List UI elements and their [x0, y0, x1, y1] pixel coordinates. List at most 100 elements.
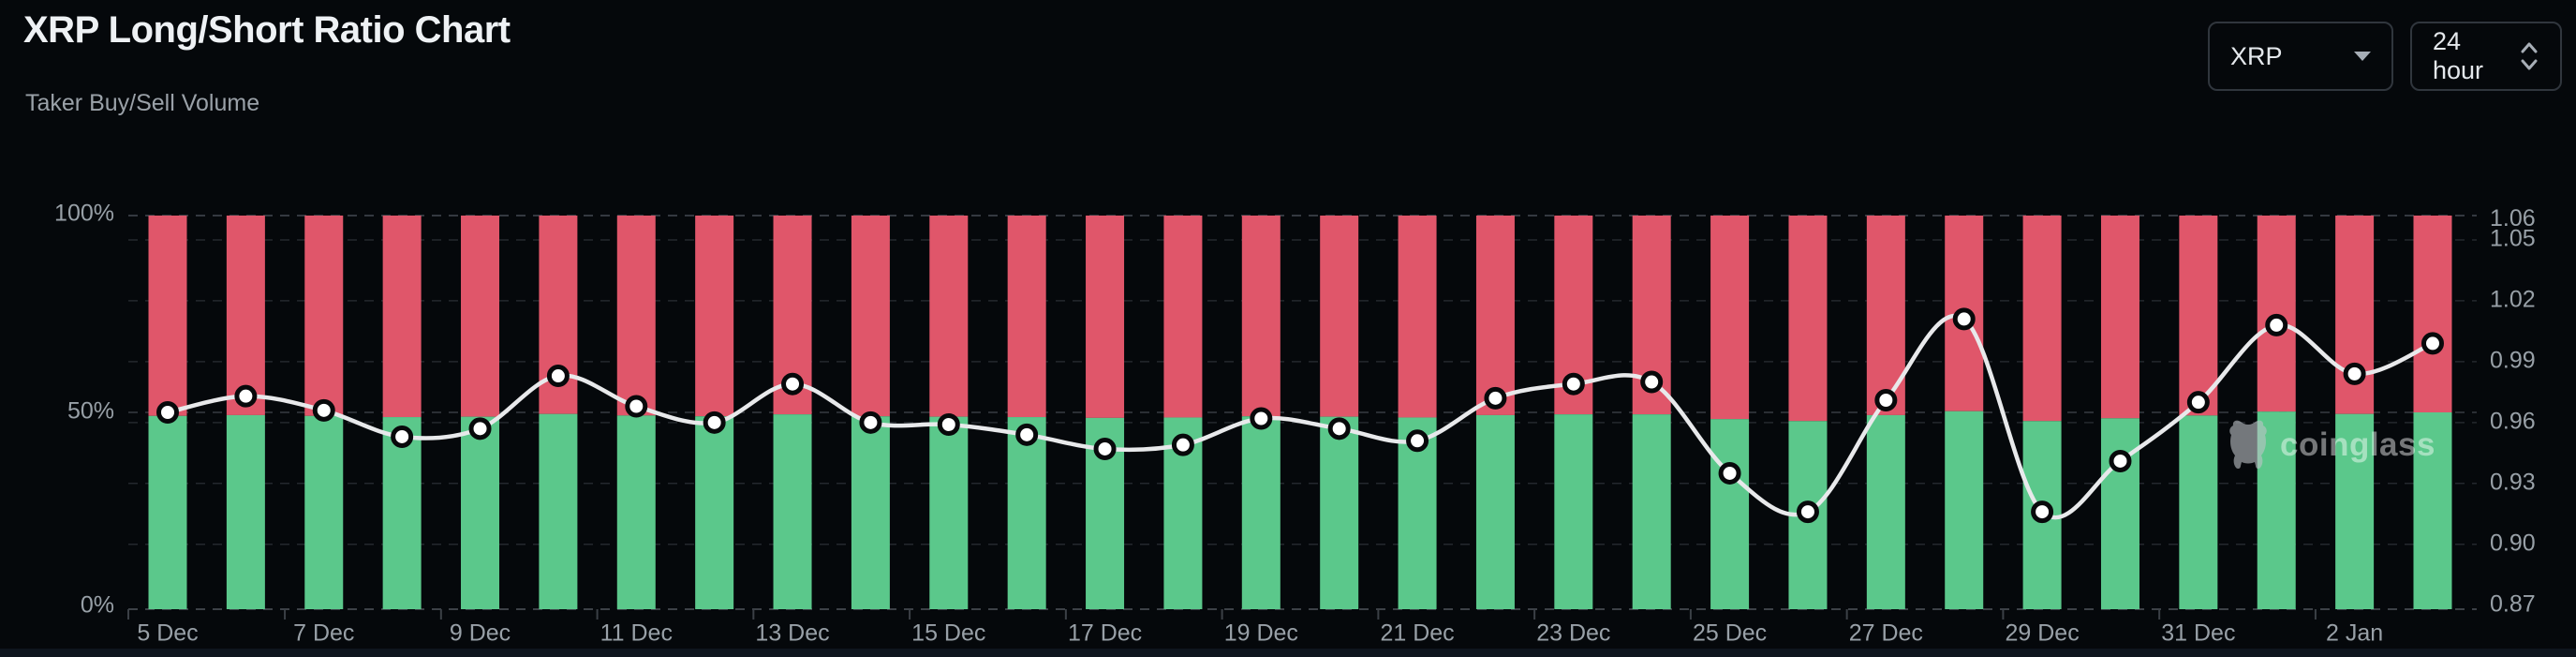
chart-subtitle: Taker Buy/Sell Volume — [25, 90, 260, 116]
buy-bar-segment — [539, 413, 578, 609]
data-point — [703, 411, 726, 434]
interval-select[interactable]: 24 hour — [2410, 22, 2562, 91]
sell-bar-segment — [1007, 216, 1046, 418]
buy-bar-segment — [773, 414, 812, 609]
data-point — [546, 365, 570, 388]
x-axis-label: 17 Dec — [1068, 620, 1142, 647]
data-point — [1406, 429, 1429, 453]
right-axis-label: 0.90 — [2490, 530, 2536, 556]
symbol-select[interactable]: XRP — [2208, 22, 2393, 91]
sell-bar-segment — [1475, 216, 1515, 415]
right-axis-label: 0.87 — [2490, 590, 2536, 617]
x-axis-label: 11 Dec — [600, 620, 673, 647]
ratio-line — [165, 314, 2435, 520]
data-point — [1093, 437, 1117, 460]
sell-bar-segment — [226, 216, 265, 415]
x-axis-label: 15 Dec — [911, 620, 985, 647]
data-point — [2109, 449, 2132, 472]
data-points — [156, 307, 2444, 524]
sell-bar-segment — [461, 216, 500, 417]
bars — [148, 216, 2452, 609]
x-axis-label: 23 Dec — [1536, 620, 1610, 647]
data-point — [1718, 461, 1741, 485]
buy-bar-segment — [851, 416, 890, 609]
sell-bar-segment — [851, 216, 890, 417]
buy-bar-segment — [1945, 411, 1984, 609]
data-point — [1562, 372, 1585, 396]
data-point — [1640, 370, 1664, 394]
sell-bar-segment — [382, 216, 422, 418]
gridlines — [128, 215, 2477, 610]
data-point — [156, 401, 179, 424]
right-axis-label: 0.99 — [2490, 347, 2536, 373]
x-axis-label: 25 Dec — [1693, 620, 1767, 647]
sell-bar-segment — [2413, 216, 2452, 412]
sell-bar-segment — [2257, 216, 2296, 412]
buy-bar-segment — [2413, 412, 2452, 609]
buy-bar-segment — [1710, 419, 1750, 609]
buy-bar-segment — [1554, 414, 1593, 609]
right-axis-label: 1.02 — [2490, 287, 2536, 313]
buy-bar-segment — [1007, 417, 1046, 609]
sell-bar-segment — [2022, 216, 2062, 422]
left-axis-label: 0% — [81, 592, 114, 619]
sell-bar-segment — [1710, 216, 1750, 420]
symbol-select-value: XRP — [2230, 41, 2283, 70]
data-point — [937, 412, 960, 436]
x-axis-label: 9 Dec — [450, 620, 511, 647]
data-point — [1952, 307, 1976, 331]
right-axis-label: 0.93 — [2490, 469, 2536, 495]
sell-bar-segment — [1866, 216, 1905, 415]
sell-bar-segment — [1320, 216, 1359, 417]
sell-bar-segment — [1788, 216, 1828, 422]
buy-bar-segment — [461, 416, 500, 609]
page-title: XRP Long/Short Ratio Chart — [23, 9, 511, 51]
data-point — [1327, 417, 1351, 440]
x-axis-ticks — [127, 609, 2317, 620]
data-point — [1874, 389, 1898, 412]
buy-bar-segment — [929, 416, 969, 609]
sell-bar-segment — [1163, 216, 1203, 418]
data-point — [468, 417, 492, 440]
buy-bar-segment — [1866, 414, 1905, 609]
sell-bar-segment — [1086, 216, 1125, 418]
data-point — [781, 372, 805, 396]
data-point — [1171, 433, 1194, 456]
buy-bar-segment — [382, 417, 422, 609]
buy-bar-segment — [2100, 418, 2139, 609]
data-point — [234, 384, 258, 408]
sell-bar-segment — [929, 216, 969, 417]
data-point — [2265, 313, 2288, 336]
sell-bar-segment — [695, 216, 734, 417]
right-axis-label: 1.05 — [2490, 226, 2536, 252]
sell-bar-segment — [616, 216, 656, 416]
buy-bar-segment — [2179, 415, 2218, 609]
data-point — [1250, 407, 1273, 430]
sell-bar-segment — [1398, 216, 1437, 418]
buy-bar-segment — [2257, 411, 2296, 609]
data-point — [1484, 386, 1507, 410]
buy-bar-segment — [304, 415, 344, 609]
buy-bar-segment — [1320, 416, 1359, 609]
buy-bar-segment — [1241, 416, 1281, 609]
up-down-stepper-icon — [2519, 38, 2539, 74]
left-axis-label: 50% — [67, 398, 114, 425]
right-axis-label: 0.96 — [2490, 408, 2536, 434]
x-axis-label: 21 Dec — [1380, 620, 1454, 647]
data-point — [2186, 391, 2210, 414]
data-point — [2343, 362, 2366, 385]
x-axis-label: 29 Dec — [2005, 620, 2079, 647]
x-axis-label: 27 Dec — [1849, 620, 1923, 647]
data-point — [2031, 500, 2054, 524]
data-point — [312, 398, 335, 422]
x-axis-label: 31 Dec — [2161, 620, 2235, 647]
right-axis-label: 1.06 — [2490, 205, 2536, 231]
sell-bar-segment — [2100, 216, 2139, 419]
x-axis-label: 19 Dec — [1224, 620, 1298, 647]
data-point — [1796, 500, 1819, 524]
data-point — [859, 411, 882, 434]
buy-bar-segment — [1632, 414, 1671, 609]
x-axis-label: 5 Dec — [137, 620, 198, 647]
